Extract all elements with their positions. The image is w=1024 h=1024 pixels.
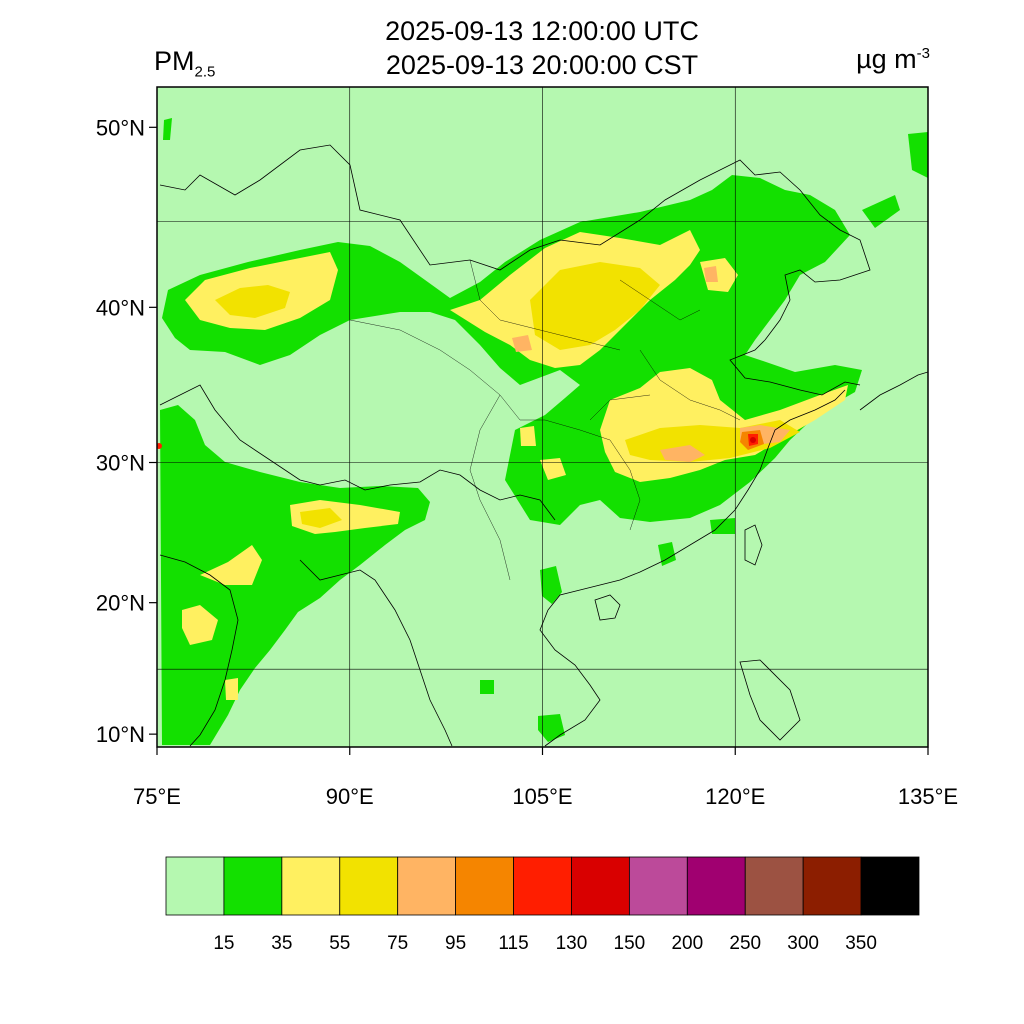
colorbar-tick-label: 250 <box>729 933 761 954</box>
colorbar-labels: 15 35 55 75 95 115 130 150 200 250 300 350 <box>213 933 877 954</box>
lon-tick-label: 75°E <box>133 784 181 809</box>
colorbar-tick-label: 75 <box>387 933 408 954</box>
colorbar-swatch <box>455 856 514 916</box>
lat-tick-label: 40°N <box>96 295 145 320</box>
colorbar-swatch <box>513 856 572 916</box>
variable-subscript: 2.5 <box>194 63 216 81</box>
lat-tick-label: 10°N <box>96 722 145 747</box>
latitude-ticks: 10°N 20°N 30°N 40°N 50°N <box>96 115 157 747</box>
lon-tick-label: 105°E <box>512 784 572 809</box>
unit-superscript: -3 <box>916 45 930 62</box>
colorbar-swatch <box>165 856 225 916</box>
colorbar-tick-label: 15 <box>213 933 234 954</box>
unit-label: µg m-3 <box>856 44 930 75</box>
lat-tick-label: 20°N <box>96 591 145 616</box>
province-borders <box>349 259 741 581</box>
pm25-field <box>157 118 928 747</box>
colorbar-swatch <box>860 856 920 916</box>
colorbar-swatch <box>281 856 341 916</box>
colorbar-swatch <box>744 856 804 916</box>
longitude-ticks: 75°E 90°E 105°E 120°E 135°E <box>133 747 958 809</box>
colorbar-swatch <box>223 856 283 916</box>
lon-tick-label: 90°E <box>326 784 374 809</box>
graticule <box>157 87 928 747</box>
colorbar-tick-label: 130 <box>556 933 588 954</box>
colorbar-tick-label: 150 <box>614 933 646 954</box>
unit-text: µg m <box>856 44 917 74</box>
country-borders <box>159 144 928 747</box>
colorbar-swatch <box>686 856 746 916</box>
colorbar-tick-label: 115 <box>498 933 528 954</box>
lat-tick-label: 50°N <box>96 115 145 140</box>
colorbar-tick-label: 55 <box>329 933 350 954</box>
colorbar-swatch <box>802 856 862 916</box>
colorbar-tick-label: 200 <box>671 933 703 954</box>
valid-time-cst: 2025-09-13 20:00:00 CST <box>385 50 699 80</box>
lon-tick-label: 135°E <box>898 784 958 809</box>
valid-time-utc: 2025-09-13 12:00:00 UTC <box>385 16 699 46</box>
colorbar-tick-label: 95 <box>445 933 466 954</box>
colorbar <box>165 856 920 916</box>
lat-tick-label: 30°N <box>96 451 145 476</box>
colorbar-swatch <box>339 856 399 916</box>
colorbar-tick-label: 350 <box>845 933 877 954</box>
variable-name: PM <box>154 46 195 76</box>
pm25-hotspot-shanghai <box>157 430 764 450</box>
lon-tick-label: 120°E <box>705 784 765 809</box>
colorbar-tick-label: 300 <box>787 933 819 954</box>
colorbar-swatch <box>628 856 688 916</box>
colorbar-tick-label: 35 <box>271 933 292 954</box>
colorbar-swatch <box>397 856 457 916</box>
variable-label: PM2.5 <box>154 46 215 80</box>
colorbar-swatch <box>571 856 630 916</box>
